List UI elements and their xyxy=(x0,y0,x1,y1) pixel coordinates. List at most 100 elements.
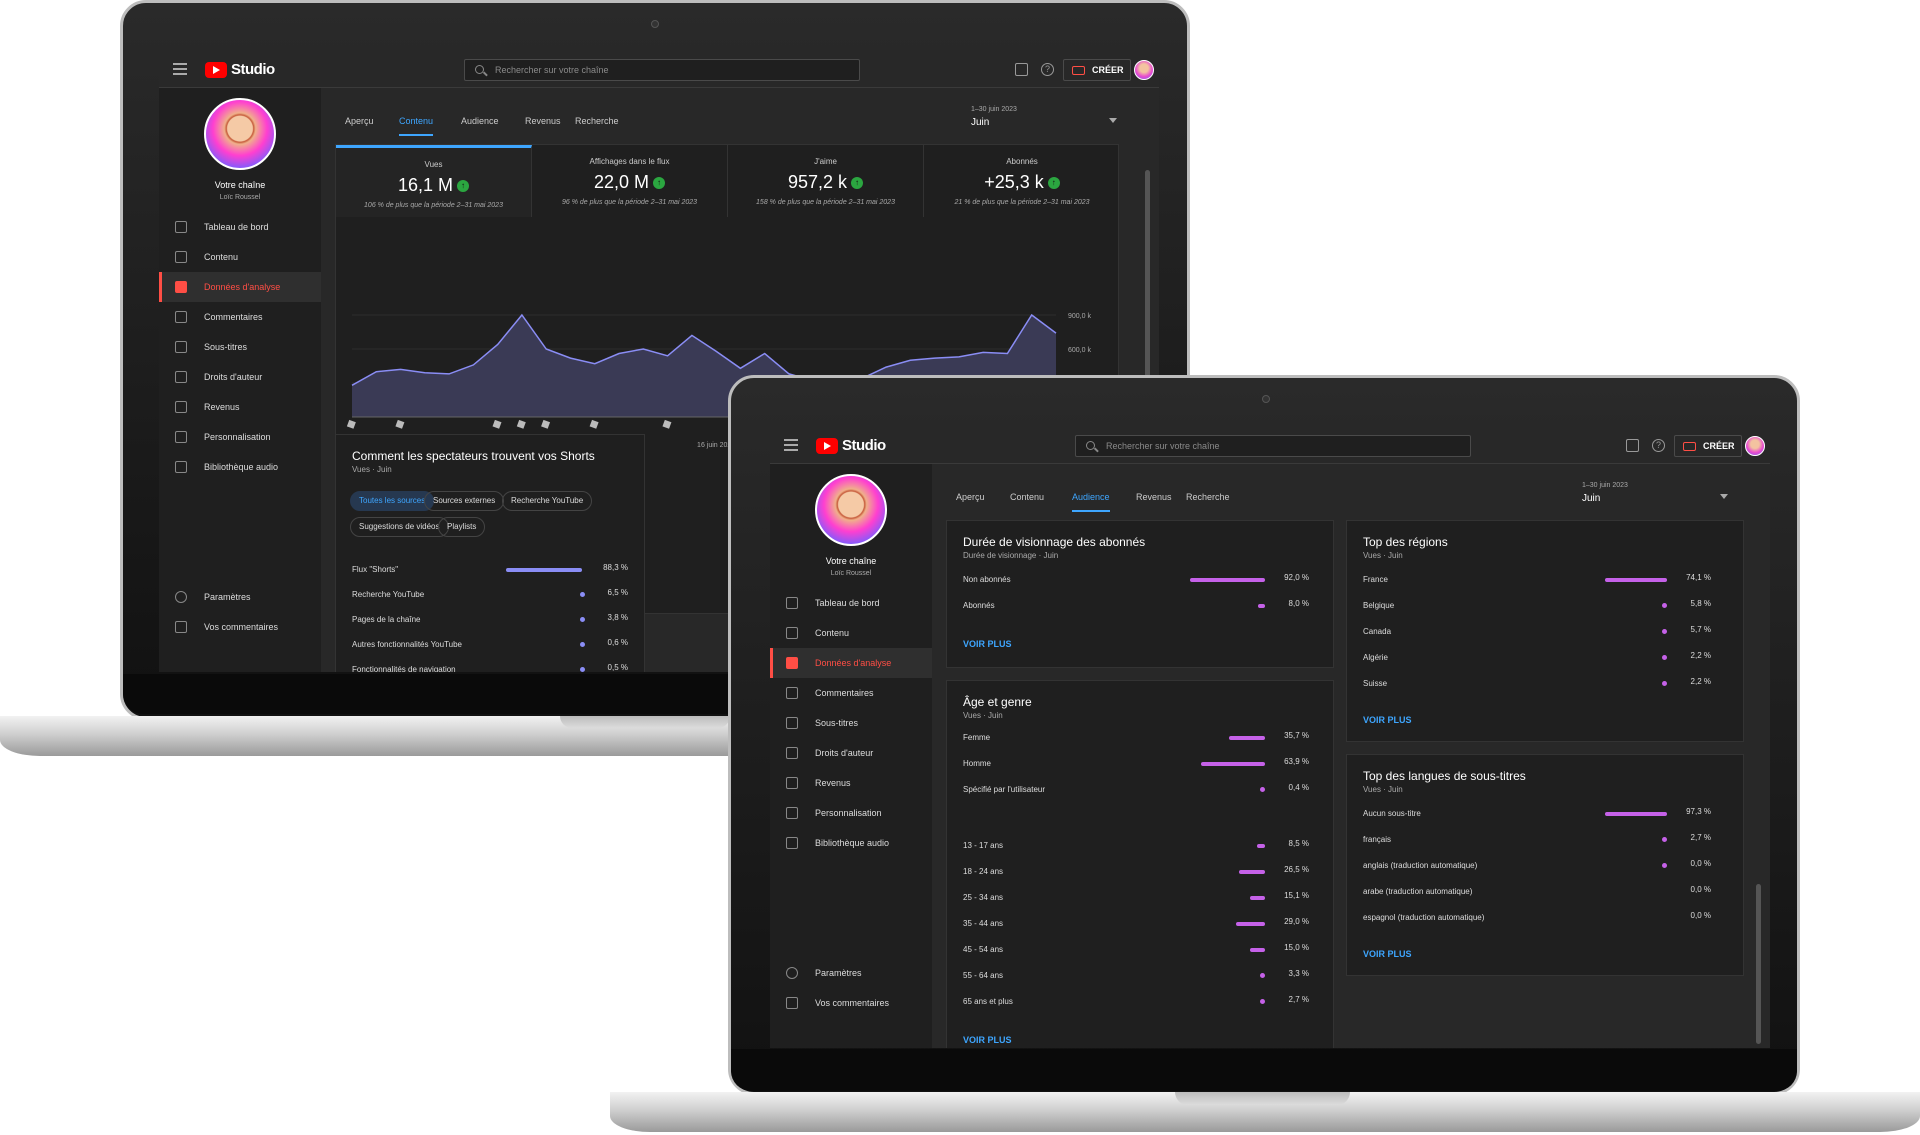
shorts-marker-icon[interactable] xyxy=(346,419,356,429)
period-selector[interactable]: 1–30 juin 2023 Juin xyxy=(1582,482,1628,504)
see-more-link[interactable]: VOIR PLUS xyxy=(1363,715,1412,725)
sidebar-item-comments[interactable]: Commentaires xyxy=(159,302,321,332)
breakdown-pct: 0,0 % xyxy=(1690,859,1711,868)
see-more-link[interactable]: VOIR PLUS xyxy=(1363,949,1412,959)
sidebar-item-earn[interactable]: Revenus xyxy=(159,392,321,422)
gear-icon xyxy=(786,967,798,979)
create-button[interactable]: CRÉER xyxy=(1063,59,1131,81)
shorts-marker-icon[interactable] xyxy=(492,419,502,429)
sidebar-item-content[interactable]: Contenu xyxy=(159,242,321,272)
menu-icon[interactable] xyxy=(784,439,798,451)
sidebar-item-label: Paramètres xyxy=(815,968,862,978)
kpi-likes[interactable]: J'aime 957,2 k ↑ 158 % de plus que la pério… xyxy=(728,145,924,217)
kpi-subscribers[interactable]: Abonnés +25,3 k ↑ 21 % de plus que la pério… xyxy=(924,145,1120,217)
create-label: CRÉER xyxy=(1703,441,1735,451)
studio-logo[interactable]: Studio xyxy=(816,437,886,454)
top-bar: Studio Rechercher sur votre chaîne ? CRÉ… xyxy=(159,52,1159,88)
breakdown-dot xyxy=(1260,787,1265,792)
sidebar-item-analytics[interactable]: Données d'analyse xyxy=(159,272,321,302)
sidebar-item-content[interactable]: Contenu xyxy=(770,618,932,648)
sidebar-item-audio-library[interactable]: Bibliothèque audio xyxy=(770,828,932,858)
shorts-marker-icon[interactable] xyxy=(662,419,672,429)
period-selector[interactable]: 1–30 juin 2023 Juin xyxy=(971,106,1017,128)
sidebar-item-dashboard[interactable]: Tableau de bord xyxy=(770,588,932,618)
sidebar-item-customization[interactable]: Personnalisation xyxy=(770,798,932,828)
tab-content[interactable]: Contenu xyxy=(1010,492,1045,502)
breakdown-dot xyxy=(1662,603,1667,608)
tab-revenue[interactable]: Revenus xyxy=(1136,492,1172,502)
filter-chip[interactable]: Recherche YouTube xyxy=(502,491,593,511)
channel-avatar[interactable] xyxy=(815,474,887,546)
kpi-feed-views[interactable]: Affichages dans le flux 22,0 M ↑ 96 % de pl… xyxy=(532,145,728,217)
card-subtitle: Vues · Juin xyxy=(1363,785,1403,794)
create-label: CRÉER xyxy=(1092,65,1124,75)
sidebar-item-analytics[interactable]: Données d'analyse xyxy=(770,648,932,678)
filter-chip[interactable]: Toutes les sources xyxy=(350,491,435,511)
tab-audience[interactable]: Audience xyxy=(1072,492,1110,512)
sidebar-item-label: Tableau de bord xyxy=(815,598,880,608)
shorts-marker-icon[interactable] xyxy=(516,419,526,429)
search-input[interactable]: Rechercher sur votre chaîne xyxy=(1075,435,1471,457)
filter-chip[interactable]: Playlists xyxy=(438,517,486,537)
breakdown-label: Homme xyxy=(963,759,992,768)
tab-audience[interactable]: Audience xyxy=(461,116,499,126)
sidebar-item-settings[interactable]: Paramètres xyxy=(770,958,932,988)
sidebar: Votre chaîne Loïc Roussel Tableau de bor… xyxy=(159,88,321,672)
tab-content[interactable]: Contenu xyxy=(399,116,434,136)
studio-logo[interactable]: Studio xyxy=(205,61,275,78)
sidebar-item-dashboard[interactable]: Tableau de bord xyxy=(159,212,321,242)
create-button[interactable]: CRÉER xyxy=(1674,435,1742,457)
sidebar-item-copyright[interactable]: Droits d'auteur xyxy=(159,362,321,392)
sidebar-item-comments[interactable]: Commentaires xyxy=(770,678,932,708)
sidebar-item-feedback[interactable]: Vos commentaires xyxy=(770,988,932,1018)
subtitles-icon[interactable] xyxy=(1015,63,1028,76)
see-more-link[interactable]: VOIR PLUS xyxy=(963,639,1012,649)
channel-avatar[interactable] xyxy=(204,98,276,170)
sidebar-item-copyright[interactable]: Droits d'auteur xyxy=(770,738,932,768)
channel-owner: Loïc Roussel xyxy=(219,194,261,201)
tab-revenue[interactable]: Revenus xyxy=(525,116,561,126)
sidebar-item-customization[interactable]: Personnalisation xyxy=(159,422,321,452)
menu-icon[interactable] xyxy=(173,63,187,75)
help-icon[interactable]: ? xyxy=(1041,63,1054,76)
chevron-down-icon[interactable] xyxy=(1109,118,1117,123)
breakdown-dot xyxy=(1662,629,1667,634)
breakdown-dot xyxy=(1662,863,1667,868)
sidebar-item-label: Personnalisation xyxy=(815,808,882,818)
create-video-icon xyxy=(1683,442,1696,451)
filter-chip[interactable]: Sources externes xyxy=(424,491,505,511)
sidebar-item-label: Données d'analyse xyxy=(815,658,892,668)
shorts-marker-icon[interactable] xyxy=(395,419,405,429)
copyright-icon xyxy=(175,371,187,383)
help-icon[interactable]: ? xyxy=(1652,439,1665,452)
breakdown-label: Aucun sous-titre xyxy=(1363,809,1421,818)
flag-icon xyxy=(786,997,798,1009)
account-avatar[interactable] xyxy=(1745,436,1765,456)
chevron-down-icon[interactable] xyxy=(1720,494,1728,499)
scrollbar[interactable] xyxy=(1756,884,1761,1044)
sidebar-item-settings[interactable]: Paramètres xyxy=(159,582,321,612)
search-input[interactable]: Rechercher sur votre chaîne xyxy=(464,59,860,81)
breakdown-bar xyxy=(1258,604,1265,608)
sidebar-item-feedback[interactable]: Vos commentaires xyxy=(159,612,321,642)
arrow-up-icon: ↑ xyxy=(1047,177,1060,190)
see-more-link[interactable]: VOIR PLUS xyxy=(963,1035,1012,1045)
subtitles-icon[interactable] xyxy=(1626,439,1639,452)
tab-research[interactable]: Recherche xyxy=(575,116,619,126)
tab-research[interactable]: Recherche xyxy=(1186,492,1230,502)
sidebar-item-audio-library[interactable]: Bibliothèque audio xyxy=(159,452,321,482)
sidebar-item-subtitles[interactable]: Sous-titres xyxy=(159,332,321,362)
filter-chip[interactable]: Suggestions de vidéos xyxy=(350,517,449,537)
comments-icon xyxy=(175,311,187,323)
tab-overview[interactable]: Aperçu xyxy=(345,116,374,126)
sidebar-item-earn[interactable]: Revenus xyxy=(770,768,932,798)
breakdown-label: 65 ans et plus xyxy=(963,997,1013,1006)
tab-overview[interactable]: Aperçu xyxy=(956,492,985,502)
kpi-views[interactable]: Vues 16,1 M ↑ 106 % de plus que la période … xyxy=(336,145,532,217)
shorts-marker-icon[interactable] xyxy=(541,419,551,429)
account-avatar[interactable] xyxy=(1134,60,1154,80)
shorts-marker-icon[interactable] xyxy=(589,419,599,429)
period-label: Juin xyxy=(1582,493,1601,504)
breakdown-bar xyxy=(1256,844,1265,848)
sidebar-item-subtitles[interactable]: Sous-titres xyxy=(770,708,932,738)
